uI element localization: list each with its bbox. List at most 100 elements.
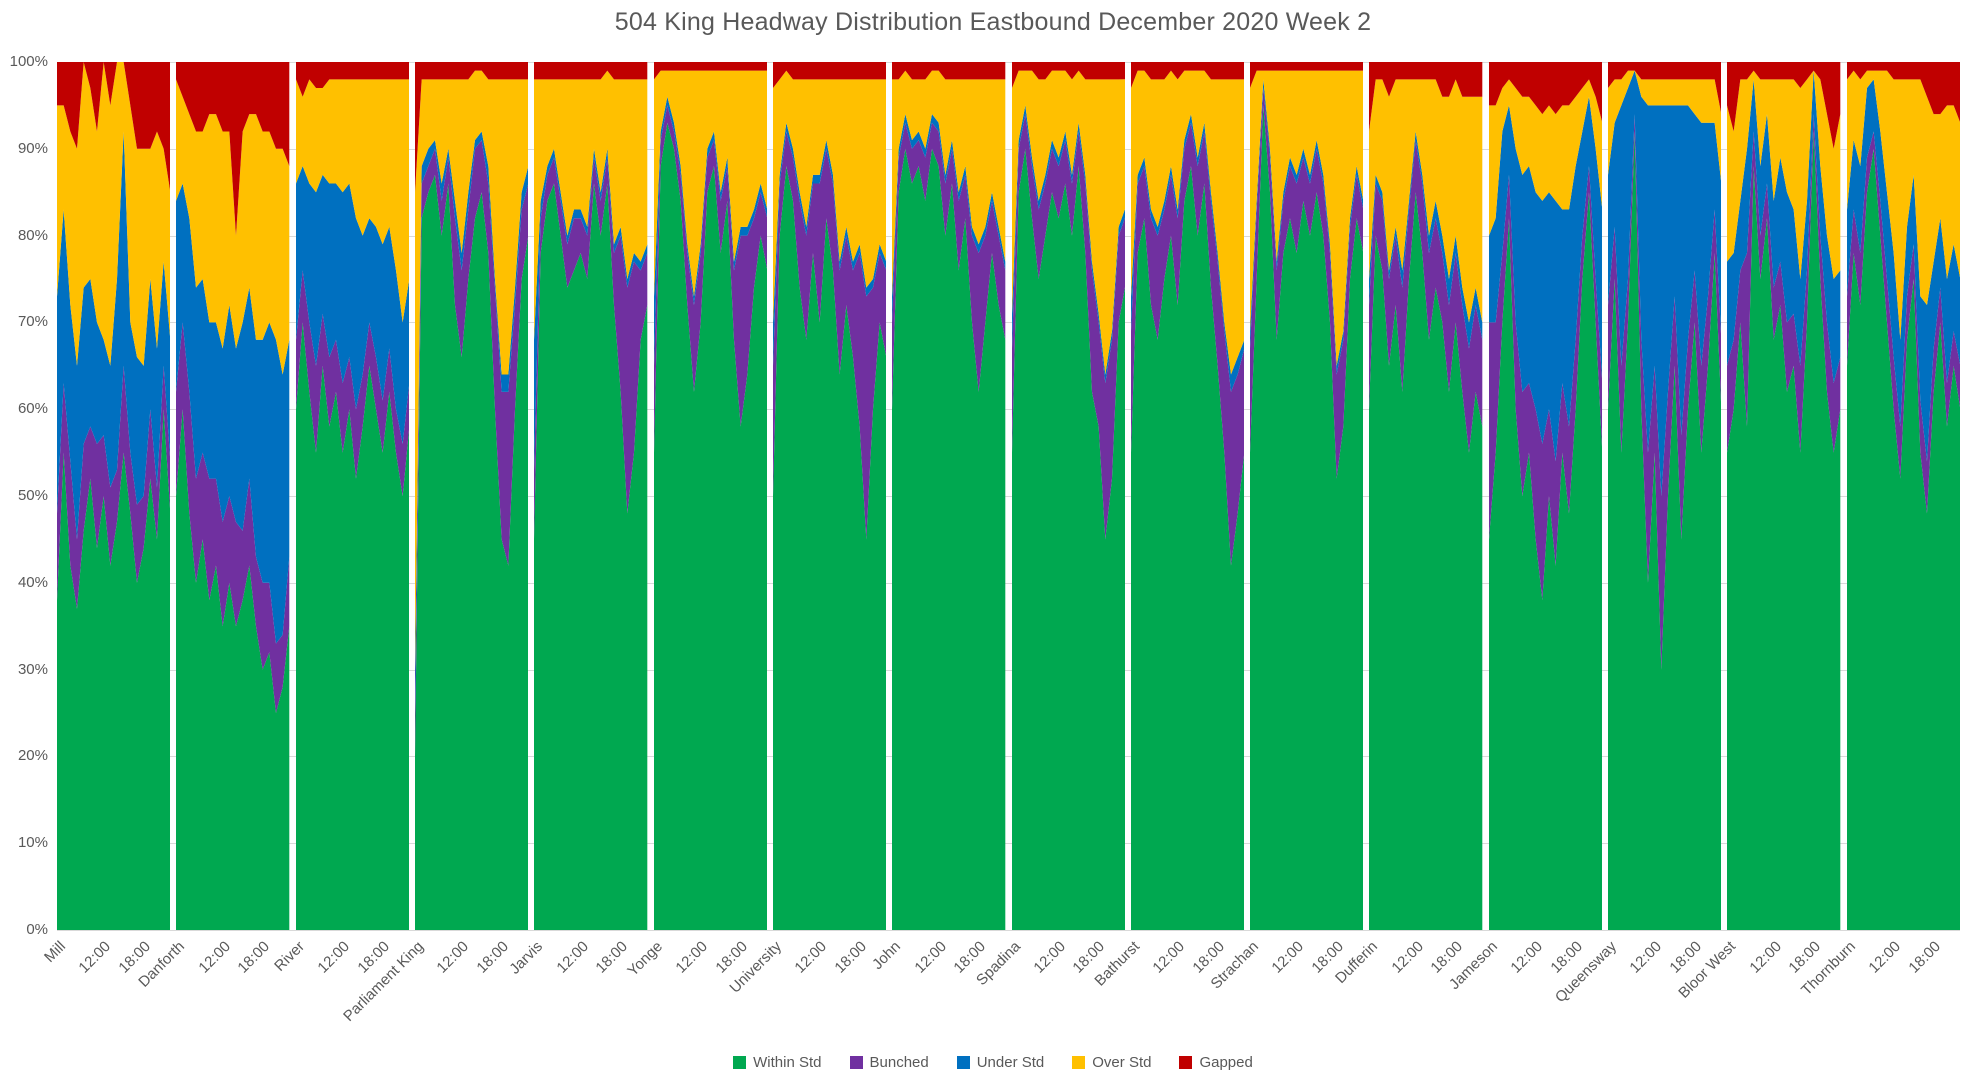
- series-band-gapped: [295, 62, 409, 97]
- series-band-within-std: [772, 166, 887, 930]
- legend-swatch: [1072, 1056, 1086, 1069]
- stacked-area-panel-dufferin: Dufferin 12:00 18:00: [1332, 62, 1483, 987]
- series-band-gapped: [1846, 62, 1960, 123]
- stacked-area-chart: [534, 62, 648, 930]
- series-band-gapped: [772, 62, 887, 89]
- y-axis-tick-label: 70%: [17, 313, 48, 331]
- legend-swatch: [1179, 1056, 1193, 1069]
- series-band-under-std: [176, 183, 290, 644]
- series-band-gapped: [1250, 62, 1364, 89]
- series-band-bunched: [1250, 88, 1364, 479]
- series-band-bunched: [1130, 122, 1245, 566]
- legend-label: Over Std: [1092, 1054, 1152, 1071]
- series-band-over-std: [534, 70, 648, 340]
- stacked-area-panel-john: John 12:00 18:00: [869, 62, 1006, 977]
- stacked-area-panels: Mill 12:00 18:00 Danforth 12:00 18:00 River 12:…: [41, 62, 1960, 1025]
- series-band-bunched: [57, 365, 171, 609]
- stacked-area-panel-bathurst: Bathurst 12:00 18:00: [1091, 62, 1245, 990]
- legend-swatch: [956, 1056, 970, 1069]
- legend-label: Within Std: [753, 1054, 822, 1071]
- y-axis-tick-label: 100%: [9, 53, 48, 70]
- legend-item-under-std: Under Std: [956, 1054, 1045, 1071]
- y-axis-tick-label: 20%: [17, 747, 48, 765]
- stacked-area-panel-bloor-west: Bloor West 12:00 18:00: [1676, 62, 1841, 1002]
- series-band-bunched: [534, 157, 648, 540]
- series-band-over-std: [295, 79, 409, 323]
- series-band-bunched: [1846, 131, 1960, 514]
- x-axis-tick-label: 12:00: [433, 938, 473, 977]
- x-axis-tick-label: 18:00: [234, 938, 274, 977]
- series-band-within-std: [414, 174, 529, 930]
- stacked-area-panel-yonge: Yonge 12:00 18:00: [624, 62, 767, 980]
- gridline: [57, 62, 1960, 63]
- x-axis-tick-label: 12:00: [1507, 938, 1547, 977]
- y-axis-tick-label: 10%: [17, 834, 48, 852]
- series-band-bunched: [1727, 114, 1841, 453]
- legend-label: Gapped: [1199, 1054, 1253, 1071]
- y-axis: 100% 90% 80% 70% 60% 50% 40% 30% 20% 10% 0%: [0, 0, 48, 1091]
- y-axis-tick-label: 30%: [17, 660, 48, 678]
- legend-label: Under Std: [976, 1054, 1045, 1071]
- x-axis-tick-label: 12:00: [314, 938, 353, 977]
- series-band-under-std: [653, 96, 767, 366]
- x-axis-tick-label: John: [869, 938, 905, 974]
- stacked-area-panel-university: University 12:00 18:00: [726, 62, 887, 997]
- gridline: [57, 148, 1960, 150]
- stacked-area-chart: [176, 62, 290, 930]
- gridline: [57, 843, 1960, 845]
- series-band-over-std: [1011, 70, 1125, 375]
- series-band-under-std: [1727, 70, 1841, 384]
- x-axis-tick-label: 18:00: [1905, 938, 1944, 977]
- series-band-under-std: [1608, 70, 1722, 497]
- x-axis-tick-label: 12:00: [195, 938, 234, 977]
- series-band-gapped: [653, 62, 767, 80]
- series-band-within-std: [1011, 148, 1125, 930]
- series-band-over-std: [1488, 79, 1603, 236]
- series-band-over-std: [892, 70, 1006, 297]
- stacked-area-chart: [1011, 62, 1125, 930]
- x-axis-tick-label: 12:00: [1030, 938, 1069, 977]
- stacked-area-chart: [1727, 62, 1841, 930]
- stacked-area-panel-mill: Mill 12:00 18:00: [41, 62, 171, 977]
- stacked-area-chart: [772, 62, 887, 930]
- gridline: [57, 756, 1960, 758]
- x-axis-tick-label: 12:00: [791, 938, 831, 977]
- stacked-area-panel-jarvis: Jarvis 12:00 18:00: [507, 62, 648, 978]
- x-axis-tick-label: 12:00: [1149, 938, 1189, 977]
- gridlines-layer: [57, 62, 1960, 931]
- series-band-bunched: [1488, 166, 1603, 601]
- stacked-area-chart: [1608, 62, 1722, 930]
- series-band-under-std: [1488, 96, 1603, 462]
- stacked-area-panel-danforth: Danforth 12:00 18:00: [136, 62, 290, 991]
- stacked-area-chart: [892, 62, 1006, 930]
- series-band-bunched: [772, 131, 887, 540]
- gridline: [57, 322, 1960, 324]
- x-axis-tick-label: 12:00: [1388, 938, 1427, 977]
- legend-item-gapped: Gapped: [1179, 1054, 1253, 1071]
- x-axis-tick-label: 12:00: [1865, 938, 1905, 977]
- series-band-gapped: [534, 62, 648, 80]
- series-band-under-std: [534, 148, 648, 470]
- series-band-within-std: [1369, 192, 1483, 930]
- series-band-over-std: [1727, 70, 1841, 280]
- stacked-area-panel-strachan: Strachan 12:00 18:00: [1208, 62, 1364, 992]
- stacked-area-panel-queensway: Queensway 12:00 18:00: [1552, 62, 1722, 1006]
- legend-item-within-std: Within Std: [733, 1054, 822, 1071]
- stacked-area-chart: [57, 62, 171, 930]
- series-band-over-std: [1846, 70, 1960, 340]
- stacked-area-chart: [1369, 62, 1483, 930]
- series-band-within-std: [1130, 166, 1245, 930]
- series-band-within-std: [295, 322, 409, 930]
- series-band-within-std: [892, 148, 1006, 930]
- x-axis-tick-label: 18:00: [831, 938, 870, 977]
- legend-item-bunched: Bunched: [849, 1054, 929, 1071]
- series-band-gapped: [176, 62, 290, 236]
- gridline: [57, 930, 1960, 931]
- legend-swatch: [849, 1056, 863, 1069]
- series-band-within-std: [1846, 148, 1960, 930]
- stacked-area-panel-jameson: Jameson 12:00 18:00: [1446, 62, 1603, 993]
- series-band-over-std: [57, 62, 171, 366]
- series-band-within-std: [653, 122, 767, 930]
- series-band-bunched: [1369, 140, 1483, 453]
- stacked-area-chart: [295, 62, 409, 930]
